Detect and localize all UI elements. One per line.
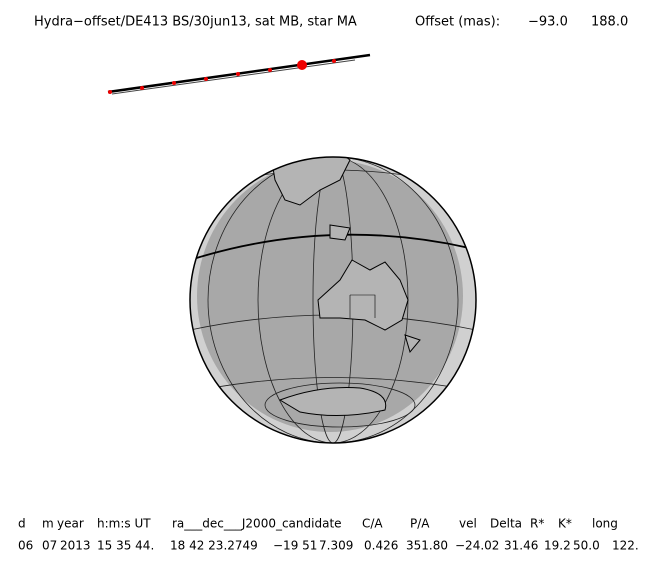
column-header: long	[592, 517, 618, 531]
offset-y: 188.0	[591, 15, 628, 30]
column-header: K*	[558, 517, 572, 531]
cell: 351.80	[406, 539, 448, 553]
track-line	[111, 59, 356, 95]
cell: 06	[18, 539, 33, 553]
globe	[189, 156, 477, 444]
cell: 7.309	[319, 539, 353, 553]
header: Hydra−offset/DE413 BS/30jun13, sat MB, s…	[34, 15, 628, 30]
cell: 122.	[612, 539, 639, 553]
cell: 15 35 44.	[97, 539, 154, 553]
cell: 19.2	[544, 539, 571, 553]
cell: 31.46	[504, 539, 538, 553]
title: Hydra−offset/DE413 BS/30jun13, sat MB, s…	[34, 15, 357, 30]
column-header: m	[42, 517, 54, 531]
offset-label: Offset (mas):	[415, 15, 500, 30]
track	[107, 53, 371, 95]
column-header: Delta	[490, 517, 522, 531]
cell: 0.426	[364, 539, 398, 553]
globe-interior	[190, 157, 476, 443]
cell: −24.02	[455, 539, 499, 553]
cell: 50.0	[573, 539, 600, 553]
column-header: ra___dec___J2000_candidate	[172, 517, 342, 531]
track-points	[108, 59, 336, 94]
column-header: C/A	[362, 517, 383, 531]
cell: −19 51	[273, 539, 317, 553]
offset-x: −93.0	[528, 15, 568, 30]
column-header: vel	[459, 517, 477, 531]
column-header: R*	[530, 517, 544, 531]
data-table: d m year h:m:s UT ra___dec___J2000_candidate…	[18, 517, 639, 553]
cell: 18 42 23.2749	[170, 539, 258, 553]
cell: 2013	[60, 539, 91, 553]
cell: 07	[42, 539, 57, 553]
column-header: h:m:s UT	[97, 517, 151, 531]
column-header: d	[18, 517, 26, 531]
column-header: year	[57, 517, 84, 531]
column-header: P/A	[410, 517, 430, 531]
